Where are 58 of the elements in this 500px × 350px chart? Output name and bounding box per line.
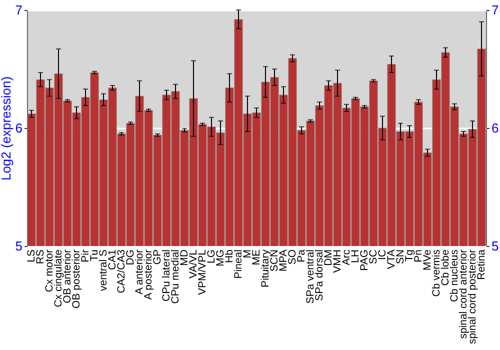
x-tick-label: SPa dorsal [314, 250, 326, 301]
x-tick-label: M [242, 250, 254, 258]
y2-tick-label: 6 [492, 120, 499, 136]
y-axis-title: Log2 (expression) [0, 76, 14, 181]
x-tick-label: SC [368, 249, 380, 264]
x-tick-label: Hb [224, 249, 236, 263]
x-tick-label: CA1 [106, 249, 118, 270]
x-tick-label: Pa [296, 249, 308, 262]
x-tick-label: MD [178, 249, 190, 266]
x-tick-label: Cb lobe [440, 249, 452, 286]
x-tick-label: VTA [386, 250, 398, 270]
x-tick-label: VMH [332, 250, 344, 273]
x-tick-label: GP [152, 250, 164, 265]
x-tick-label: LS [26, 250, 38, 262]
x-tick-label: SPa ventral [304, 250, 316, 304]
x-tick-label: PAG [358, 250, 370, 271]
x-tick-label: LG [206, 250, 218, 264]
x-tick-label: DM [322, 250, 334, 266]
x-tick-label: SO [286, 250, 298, 265]
x-tick-label: Pineal [232, 250, 244, 279]
x-tick-label: Cb nucleus [448, 250, 460, 302]
x-tick-label: RS [34, 250, 46, 264]
x-tick-label: DG [124, 250, 136, 266]
x-tick-label: OB posterior [70, 249, 82, 308]
x-tick-label: ventral S [98, 250, 110, 291]
x-tick-label: CPu medial [170, 250, 182, 304]
x-tick-label: CPu lateral [160, 250, 172, 302]
x-tick-label: CA2/CA3 [116, 249, 128, 294]
x-tick-label: Pn [412, 249, 424, 262]
x-tick-label: spinal cord anterior [458, 248, 470, 339]
x-tick-label: MVe [422, 249, 434, 271]
x-tick-label: A posterior [142, 249, 154, 300]
y-tick-label: 5 [15, 238, 22, 254]
y-tick-label: 7 [15, 2, 22, 18]
x-tick-label: A anterior [134, 249, 146, 294]
x-tick-label: Tu [88, 249, 100, 262]
x-tick-label: spinal cord posterior [466, 248, 478, 344]
x-tick-label: MPA [278, 250, 290, 272]
x-tick-label: Pituitary [260, 248, 272, 288]
x-tick-label: SCN [268, 250, 280, 272]
x-tick-label: VPM/VPL [196, 249, 208, 296]
x-tick-label: Pir [80, 249, 92, 262]
x-tick-label: VA/VL [188, 249, 200, 278]
y2-tick-label: 5 [492, 238, 499, 254]
x-tick-label: Cb vermis [430, 250, 442, 297]
x-tick-label: SN [394, 250, 406, 264]
x-tick-label: Cx cingulate [52, 249, 64, 308]
x-tick-label: IC [376, 249, 388, 260]
x-tick-label: LH [350, 250, 362, 263]
x-tick-label: Arc [340, 250, 352, 266]
x-tick-label: OB anterior [62, 249, 74, 304]
y2-tick-label: 7 [492, 2, 499, 18]
x-tick-label: MG [214, 250, 226, 266]
x-tick-label: Tg [404, 249, 416, 262]
x-tick-label: Retina [476, 249, 488, 280]
y-tick-label: 6 [15, 120, 22, 136]
x-tick-label: Cx motor [44, 249, 56, 292]
x-tick-label: ME [250, 250, 262, 266]
